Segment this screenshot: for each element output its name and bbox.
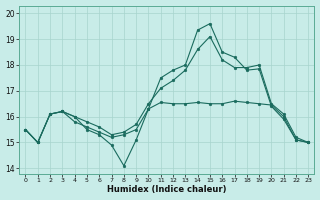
X-axis label: Humidex (Indice chaleur): Humidex (Indice chaleur) bbox=[107, 185, 227, 194]
